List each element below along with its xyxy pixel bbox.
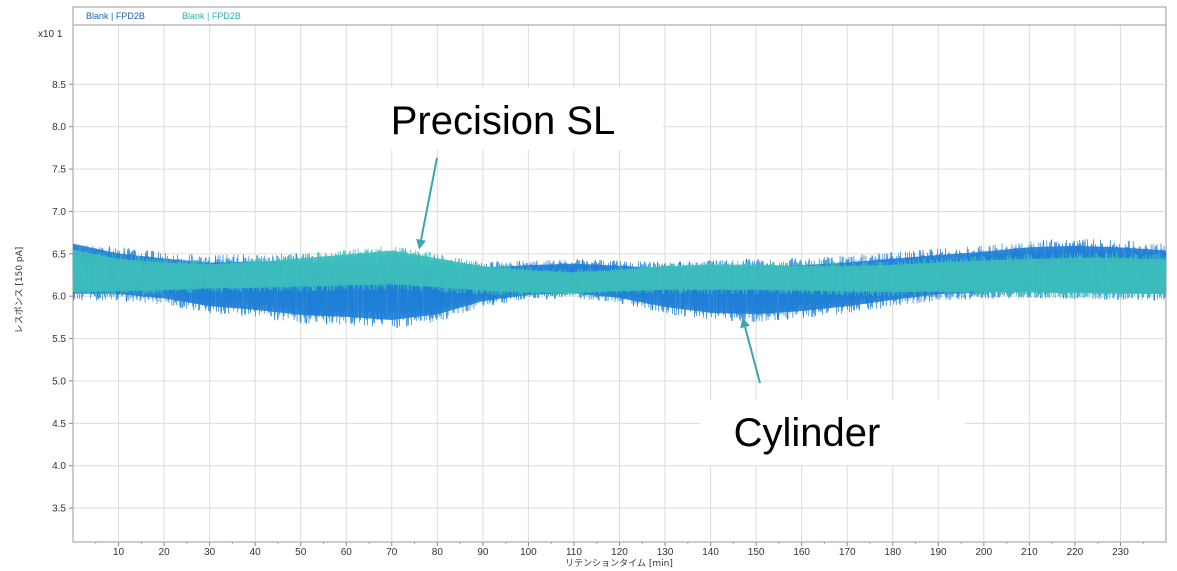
x-tick-label: 20 [159,547,171,558]
y-tick-label: 6.5 [52,249,66,260]
callout-arrow-shaft [744,326,761,384]
x-tick-label: 160 [793,547,810,558]
x-tick-label: 70 [386,547,398,558]
x-tick-label: 110 [566,547,582,558]
y-tick-label: 4.0 [52,461,66,472]
callout-arrow-shaft [420,157,438,240]
x-tick-label: 40 [250,547,262,558]
x-axis-title: リテンションタイム [min] [565,558,673,569]
y-tick-label: 8.5 [52,80,66,91]
x-tick-label: 60 [341,547,353,558]
legend-bar [72,6,1167,26]
x-tick-label: 80 [432,547,444,558]
x-tick-label: 10 [113,547,125,558]
x-tick-label: 100 [520,547,537,558]
tick-labels: 10 20 30 40 50 60 70 80 90 100 110 120 130 140 150 160 1… [52,80,1129,558]
x-tick-label: 200 [975,547,992,558]
callout-box [700,400,965,465]
legend-entry-2: Blank | FPD2B [182,11,241,21]
y-tick-label: 6.0 [52,292,66,303]
y-tick-label: 4.5 [52,419,66,430]
series-layer [72,238,1167,329]
x-tick-label: 150 [748,547,765,558]
y-axis-title: レスポンス [150 pA] [14,247,25,334]
x-tick-label: 120 [611,547,628,558]
x-tick-label: 50 [295,547,307,558]
callout-label: Precision SL [391,99,616,143]
x-tick-label: 170 [839,547,856,558]
x-tick-label: 210 [1021,547,1038,558]
x-tick-label: 190 [930,547,947,558]
x-tick-label: 220 [1067,547,1084,558]
callout-arrow-head [416,238,426,250]
callout-label: Cylinder [734,411,881,455]
x-tick-label: 140 [702,547,719,558]
y-multiplier: x10 1 [38,29,63,40]
callouts: Precision SL Cylinder [348,88,965,465]
y-tick-label: 5.5 [52,334,66,345]
y-tick-label: 7.5 [52,165,66,176]
x-tick-label: 230 [1112,547,1129,558]
x-tick-label: 180 [884,547,901,558]
callout-box [348,88,663,150]
series-line-2 [72,246,1167,301]
x-tick-label: 30 [204,547,216,558]
y-tick-label: 3.5 [52,504,66,515]
callout-arrow-head [740,317,750,329]
legend-entry-1: Blank | FPD2B [86,11,145,21]
y-tick-label: 8.0 [52,122,66,133]
x-tick-label: 130 [657,547,674,558]
y-tick-label: 7.0 [52,207,66,218]
y-tick-label: 5.0 [52,376,66,387]
x-tick-label: 90 [477,547,489,558]
